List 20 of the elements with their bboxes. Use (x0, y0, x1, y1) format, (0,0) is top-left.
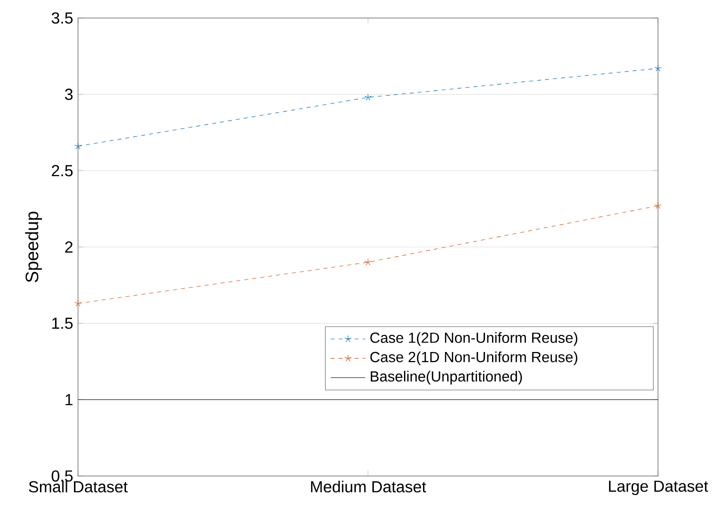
y-axis-title: Speedup (25, 212, 42, 282)
legend-label: Case 2(1D Non-Uniform Reuse) (370, 351, 578, 366)
legend-label: Baseline(Unpartitioned) (370, 370, 522, 384)
point (364, 258, 372, 266)
y-tick-label: 1.5 (52, 318, 73, 329)
point (364, 94, 372, 100)
y-tick-label: 0.5 (52, 470, 73, 482)
y-tick-label: 2.5 (52, 165, 73, 176)
y-tick-label: 2 (65, 241, 72, 253)
legend-label: Case 1(2D Non-Uniform Reuse) (370, 332, 578, 346)
x-tick-label: Large Dataset (609, 480, 708, 496)
point (654, 64, 662, 72)
x-tick-label: Medium Dataset (311, 480, 426, 492)
y-tick-label: 1 (66, 394, 73, 406)
point (74, 142, 82, 150)
point (74, 300, 82, 307)
point (654, 202, 662, 209)
y-tick-label: 3.5 (52, 12, 73, 24)
x-tick-label: Small Dataset (28, 480, 128, 492)
y-tick-label: 3 (65, 88, 73, 100)
